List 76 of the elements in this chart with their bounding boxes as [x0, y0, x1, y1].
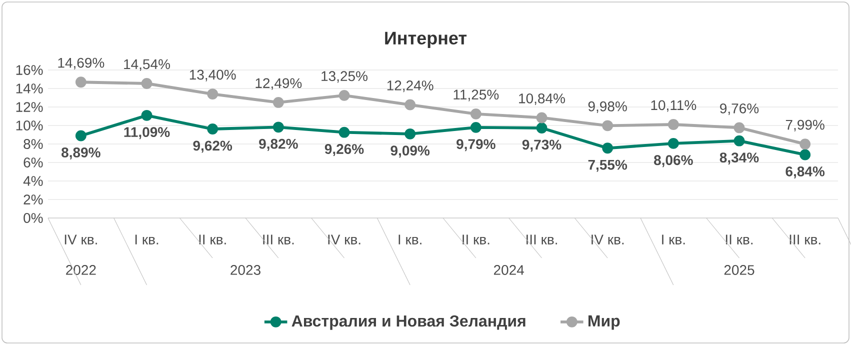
data-label: 10,84%	[519, 93, 565, 106]
x-tick-label: II кв.	[726, 234, 753, 244]
point	[470, 122, 482, 133]
y-tick-label: 0%	[24, 213, 43, 223]
point	[536, 122, 548, 134]
point	[272, 96, 284, 108]
text: 2025	[724, 265, 754, 275]
data-label: 11,09%	[124, 127, 170, 140]
data-label: 8,89%	[62, 147, 100, 160]
y-tick-label: 8%	[24, 139, 43, 149]
data-label: 9,73%	[522, 140, 562, 152]
data-label: 13,40%	[190, 70, 236, 82]
point	[404, 128, 416, 140]
text: 2022	[66, 265, 96, 275]
legend-label: Мир	[588, 315, 620, 330]
point	[602, 142, 614, 154]
point	[668, 138, 679, 149]
data-label: 12,24%	[387, 80, 434, 92]
data-label: 9,98%	[588, 101, 627, 113]
legend-label: Австралия и Новая Зеландия	[292, 315, 526, 330]
point	[141, 110, 152, 121]
point	[338, 126, 350, 138]
y-tick-label: 6%	[24, 158, 43, 168]
point	[404, 99, 416, 110]
point	[141, 78, 152, 89]
x-tick-label: II кв.	[199, 234, 226, 244]
text: 2023	[230, 265, 260, 275]
y-tick-label: 12%	[16, 102, 43, 112]
x-tick-label: IV кв.	[592, 234, 624, 244]
data-label: 9,82%	[259, 138, 298, 151]
point	[734, 135, 745, 146]
data-label: 13,25%	[322, 71, 368, 83]
data-label: 9,76%	[720, 103, 759, 116]
x-tick-label: I кв.	[662, 234, 685, 244]
y-tick-label: 4%	[23, 176, 43, 186]
data-label: 8,34%	[720, 152, 759, 165]
point	[668, 119, 679, 130]
data-label: 9,62%	[193, 140, 232, 153]
point	[734, 122, 745, 134]
point	[75, 76, 86, 88]
x-tick-label: III кв.	[263, 234, 294, 244]
x-tick-label: II кв.	[462, 234, 490, 244]
data-label: 7,55%	[588, 160, 628, 172]
chart-title: Интернет	[385, 32, 467, 48]
point	[602, 120, 614, 132]
y-tick-label: 14%	[16, 84, 43, 94]
point	[207, 124, 218, 134]
data-label: 9,79%	[456, 139, 496, 152]
point	[75, 130, 86, 142]
y-tick-label: 16%	[16, 65, 43, 75]
x-tick-label: IV кв.	[328, 234, 360, 244]
data-label: 14,54%	[124, 59, 170, 71]
point	[338, 90, 350, 101]
y-tick-label: 10%	[16, 120, 43, 130]
point	[272, 122, 284, 133]
data-label: 9,09%	[390, 146, 430, 158]
data-label: 9,26%	[324, 144, 364, 156]
x-tick-label: III кв.	[790, 234, 820, 244]
point	[536, 112, 548, 124]
x-tick-label: I кв.	[135, 234, 158, 244]
point	[207, 88, 218, 100]
y-tick-label: 2%	[24, 194, 43, 204]
data-label: 10,11%	[651, 100, 696, 112]
data-label: 6,84%	[786, 166, 825, 178]
point	[470, 108, 482, 120]
data-label: 7,99%	[786, 120, 824, 132]
data-label: 14,69%	[58, 58, 104, 70]
text: 2024	[494, 265, 524, 275]
point	[800, 149, 811, 160]
x-tick-label: I кв.	[398, 234, 422, 244]
data-label: 12,49%	[256, 78, 302, 90]
x-tick-label: III кв.	[526, 234, 557, 244]
point	[800, 138, 811, 150]
x-tick-label: IV кв.	[64, 234, 97, 244]
data-label: 11,25%	[454, 90, 499, 102]
data-label: 8,06%	[654, 155, 693, 168]
